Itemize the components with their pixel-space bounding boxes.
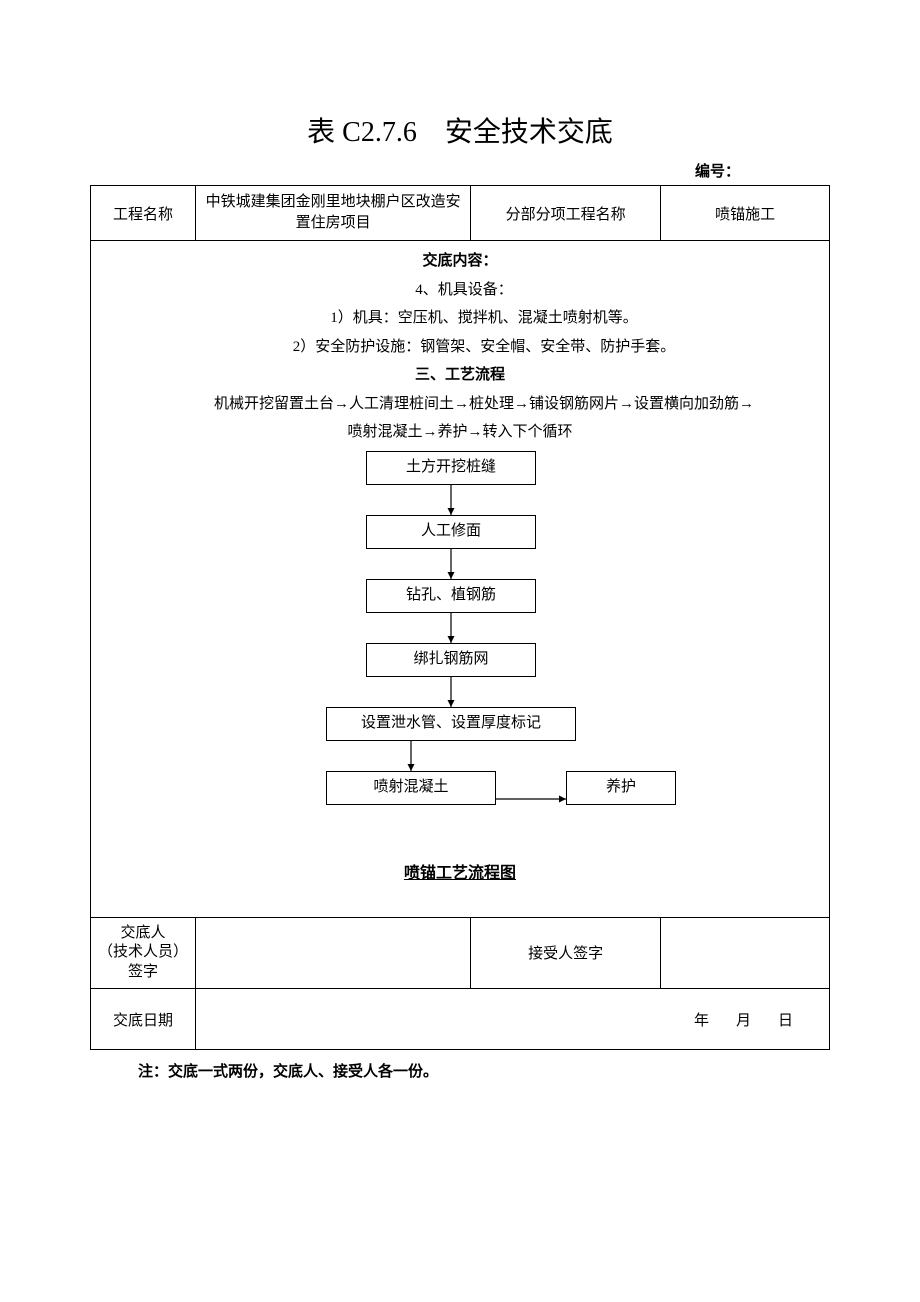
hdr-project-label: 工程名称 [91,186,196,241]
item4: 4、机具设备： [95,276,825,305]
page: 表 C2.7.6 安全技术交底 编号： 工程名称 中铁城建集团金刚里地块棚户区改… [0,0,920,1302]
item4-1: 1）机具：空压机、搅拌机、混凝土喷射机等。 [95,304,825,333]
flow-node-2: 人工修面 [366,515,536,549]
main-table: 工程名称 中铁城建集团金刚里地块棚户区改造安置住房项目 分部分项工程名称 喷锚施… [90,185,830,1050]
content-cell: 交底内容： 4、机具设备： 1）机具：空压机、搅拌机、混凝土喷射机等。 2）安全… [91,241,830,918]
sig-tech-value[interactable] [196,917,471,989]
flow-node-5: 设置泄水管、设置厚度标记 [326,707,576,741]
date-value[interactable]: 年 月 日 [196,989,830,1050]
sig-recv-value[interactable] [661,917,830,989]
date-row: 交底日期 年 月 日 [91,989,830,1050]
signature-row: 交底人 （技术人员） 签字 接受人签字 [91,917,830,989]
hdr-sub-value: 喷锚施工 [661,186,830,241]
serial-label: 编号： [90,160,830,181]
content-row: 交底内容： 4、机具设备： 1）机具：空压机、搅拌机、混凝土喷射机等。 2）安全… [91,241,830,918]
flow-node-3: 钻孔、植钢筋 [366,579,536,613]
sig-tech-label: 交底人 （技术人员） 签字 [91,917,196,989]
flowchart: 土方开挖桩缝 人工修面 钻孔、植钢筋 绑扎钢筋网 设置泄水管、设置厚度标记 喷射… [95,451,825,911]
hdr-project-value: 中铁城建集团金刚里地块棚户区改造安置住房项目 [196,186,471,241]
flow-node-7: 养护 [566,771,676,805]
section3-title: 三、工艺流程 [95,361,825,390]
header-row: 工程名称 中铁城建集团金刚里地块棚户区改造安置住房项目 分部分项工程名称 喷锚施… [91,186,830,241]
flow-node-1: 土方开挖桩缝 [366,451,536,485]
sig-recv-label: 接受人签字 [471,917,661,989]
hdr-sub-label: 分部分项工程名称 [471,186,661,241]
content-heading: 交底内容： [95,247,825,276]
flow-text-1: 机械开挖留置土台→人工清理桩间土→桩处理→铺设钢筋网片→设置横向加劲筋→ [95,390,825,419]
date-label: 交底日期 [91,989,196,1050]
flow-text-2: 喷射混凝土→养护→转入下个循环 [95,418,825,447]
flow-node-6: 喷射混凝土 [326,771,496,805]
item4-2: 2）安全防护设施：钢管架、安全帽、安全带、防护手套。 [95,333,825,362]
flow-node-4: 绑扎钢筋网 [366,643,536,677]
footnote: 注：交底一式两份，交底人、接受人各一份。 [90,1060,878,1081]
flow-caption: 喷锚工艺流程图 [95,859,825,889]
doc-title: 表 C2.7.6 安全技术交底 [90,110,830,150]
